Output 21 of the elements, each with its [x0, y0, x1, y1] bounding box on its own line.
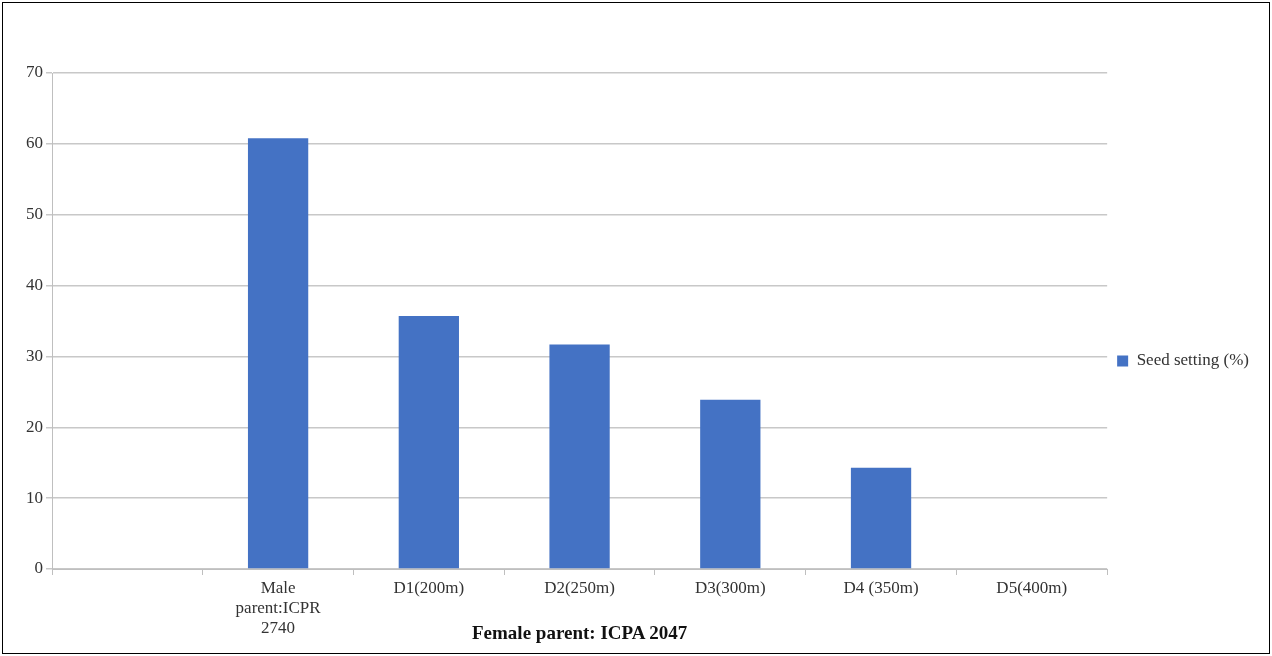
y-tick-label: 20 [26, 416, 43, 436]
bar [700, 399, 761, 569]
bar [850, 467, 912, 569]
x-tick-label: D5(400m) [996, 577, 1068, 597]
y-tick-label: 60 [26, 133, 43, 153]
x-axis-title: Female parent: ICPA 2047 [472, 621, 688, 643]
y-tick-label: 30 [26, 345, 43, 365]
x-tick-label: D1(200m) [393, 577, 465, 597]
y-tick-label: 50 [26, 204, 43, 224]
y-tick-label: 10 [26, 487, 43, 507]
y-tick-label: 0 [34, 558, 43, 578]
x-tick-label: D2(250m) [544, 577, 615, 597]
legend-label: Seed setting (%) [1136, 350, 1249, 370]
bar [247, 138, 309, 569]
bar [398, 316, 459, 569]
bar [549, 344, 610, 569]
y-tick-label: 40 [26, 275, 43, 295]
y-tick-label: 70 [26, 62, 43, 82]
x-tick-label: D3(300m) [694, 577, 766, 597]
x-tick-label: D4 (350m) [843, 577, 919, 597]
x-tick-label: Male parent:ICPR 2740 [235, 577, 322, 638]
